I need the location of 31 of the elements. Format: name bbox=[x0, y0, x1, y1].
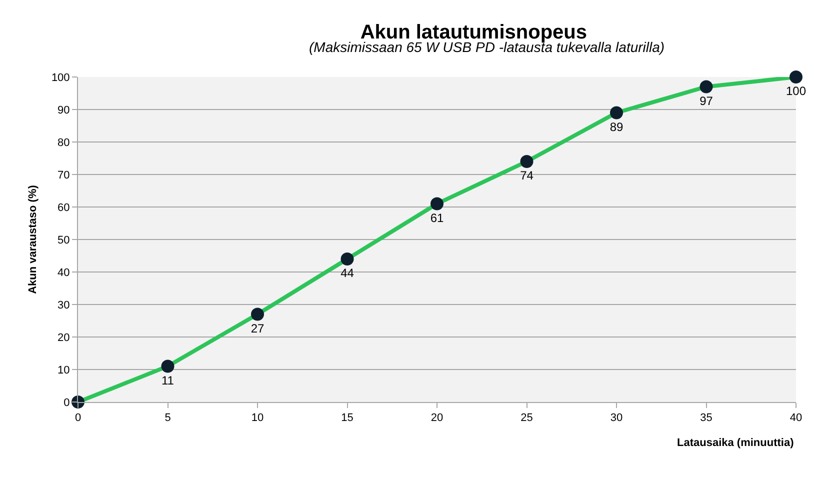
data-label: 89 bbox=[610, 120, 624, 134]
x-tick-label: 0 bbox=[74, 412, 82, 424]
y-tick-label: 30 bbox=[58, 299, 70, 312]
data-label: 74 bbox=[520, 168, 534, 183]
y-tick-label: 70 bbox=[58, 169, 70, 182]
y-tick-label: 90 bbox=[58, 104, 70, 116]
y-tick-label: 80 bbox=[58, 136, 70, 149]
x-tick-label: 5 bbox=[164, 412, 171, 424]
data-label: 27 bbox=[250, 321, 264, 336]
data-label: 61 bbox=[430, 210, 444, 225]
data-label: 11 bbox=[162, 373, 174, 388]
x-tick-label: 40 bbox=[790, 412, 802, 424]
data-label: 100 bbox=[786, 84, 806, 98]
y-tick-label: 50 bbox=[58, 234, 70, 246]
chart-title: Akun latautumisnopeus bbox=[360, 21, 588, 44]
y-tick-label: 60 bbox=[58, 202, 70, 214]
x-axis-title: Latausaika (minuuttia) bbox=[677, 437, 794, 449]
y-tick-label: 100 bbox=[51, 72, 70, 84]
x-tick-label: 25 bbox=[520, 412, 533, 424]
x-tick-label: 15 bbox=[341, 412, 354, 424]
y-tick-label: 40 bbox=[58, 266, 70, 279]
x-tick-label: 30 bbox=[610, 412, 623, 424]
x-tick-label: 35 bbox=[700, 412, 712, 424]
x-tick-label: 10 bbox=[251, 412, 264, 424]
y-tick-label: 10 bbox=[58, 364, 70, 376]
y-tick-label: 0 bbox=[64, 396, 70, 409]
y-tick-label: 20 bbox=[58, 332, 70, 344]
y-axis-title: Akun varaustaso (%) bbox=[27, 184, 40, 294]
data-label: 97 bbox=[700, 94, 714, 108]
data-label: 44 bbox=[340, 266, 354, 280]
x-tick-label: 20 bbox=[430, 412, 444, 424]
